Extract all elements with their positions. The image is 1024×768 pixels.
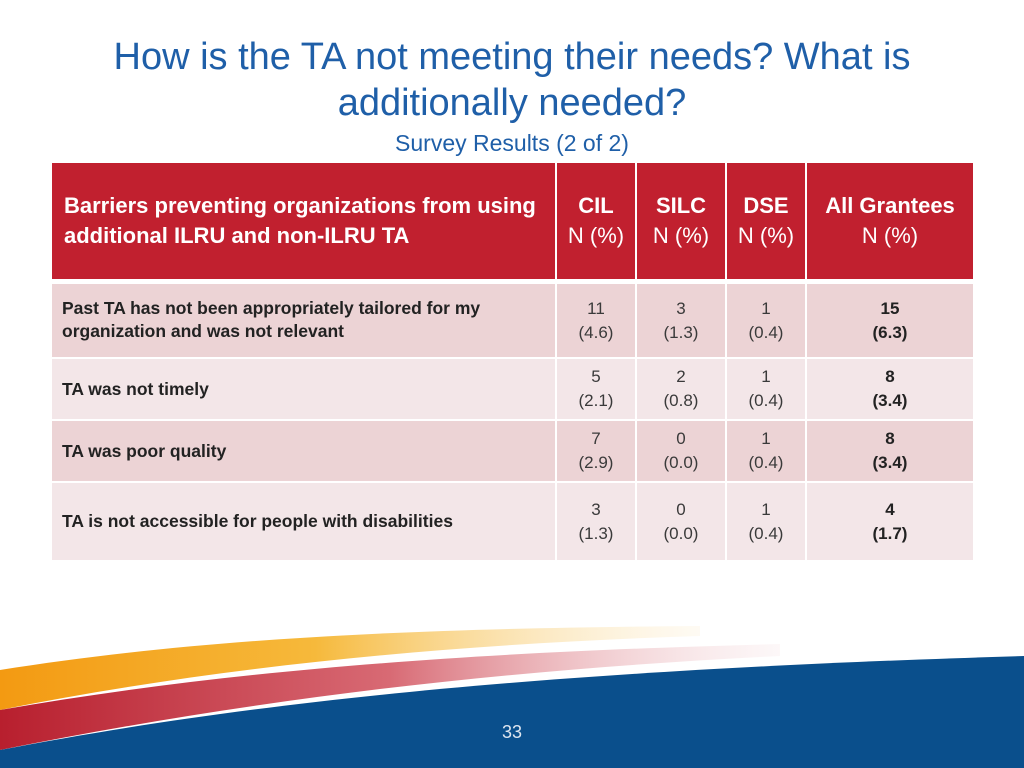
swoosh-orange xyxy=(0,626,700,710)
cell-percent: (2.9) xyxy=(578,453,614,472)
cell-all-grantees: 8 (3.4) xyxy=(806,420,973,483)
cell-percent: (0.4) xyxy=(748,453,784,472)
header-all-grantees-label: All Grantees xyxy=(825,192,955,218)
row-label: TA is not accessible for people with dis… xyxy=(52,482,557,562)
swoosh-red xyxy=(0,644,780,750)
cell-count: 0 xyxy=(676,429,686,448)
header-silc-unit: N (%) xyxy=(652,222,710,248)
cell-count: 1 xyxy=(761,499,771,519)
cell-dse: 1 (0.4) xyxy=(726,482,807,562)
header-barriers-label: Barriers preventing organizations from u… xyxy=(64,192,536,248)
cell-silc: 0 (0.0) xyxy=(636,482,727,562)
cell-percent: (0.4) xyxy=(748,523,784,543)
table-row: Past TA has not been appropriately tailo… xyxy=(52,281,973,359)
cell-percent: (0.8) xyxy=(663,391,699,410)
cell-percent: (2.1) xyxy=(578,391,614,410)
cell-count: 2 xyxy=(676,367,686,386)
cell-cil: 5 (2.1) xyxy=(556,358,637,421)
header-all-grantees-unit: N (%) xyxy=(861,222,919,248)
cell-count: 5 xyxy=(591,367,601,386)
cell-percent: (3.4) xyxy=(872,453,908,472)
cell-percent: (1.7) xyxy=(872,523,908,543)
table-row: TA was not timely 5 (2.1) 2 (0.8) 1 (0.4) 8… xyxy=(52,358,973,421)
cell-percent: (1.3) xyxy=(663,322,699,342)
cell-percent: (0.0) xyxy=(663,453,699,472)
table-header-row: Barriers preventing organizations from u… xyxy=(52,163,973,284)
cell-silc: 0 (0.0) xyxy=(636,420,727,483)
header-dse-unit: N (%) xyxy=(737,222,795,248)
slide-title: How is the TA not meeting their needs? W… xyxy=(113,36,911,124)
cell-dse: 1 (0.4) xyxy=(726,420,807,483)
header-all-grantees: All Grantees N (%) xyxy=(806,163,973,284)
page-number: 33 xyxy=(501,722,523,742)
cell-dse: 1 (0.4) xyxy=(726,281,807,359)
cell-count: 3 xyxy=(676,298,686,318)
cell-all-grantees: 15 (6.3) xyxy=(806,281,973,359)
cell-cil: 7 (2.9) xyxy=(556,420,637,483)
survey-results-table: Barriers preventing organizations from u… xyxy=(52,163,973,562)
cell-all-grantees: 4 (1.7) xyxy=(806,482,973,562)
cell-cil: 3 (1.3) xyxy=(556,482,637,562)
cell-percent: (0.4) xyxy=(748,322,784,342)
decorative-swoosh xyxy=(0,626,1024,768)
cell-count: 8 xyxy=(885,367,895,386)
cell-count: 11 xyxy=(587,298,605,318)
row-label: TA was not timely xyxy=(52,358,557,421)
cell-silc: 3 (1.3) xyxy=(636,281,727,359)
table-row: TA is not accessible for people with dis… xyxy=(52,482,973,562)
cell-percent: (1.3) xyxy=(578,523,614,543)
table-row: TA was poor quality 7 (2.9) 0 (0.0) 1 (0.4)… xyxy=(52,420,973,483)
cell-percent: (0.0) xyxy=(663,523,699,543)
cell-percent: (0.4) xyxy=(748,391,784,410)
cell-percent: (4.6) xyxy=(578,322,614,342)
cell-count: 4 xyxy=(885,499,895,519)
header-cil-unit: N (%) xyxy=(567,222,625,248)
header-cil: CIL N (%) xyxy=(556,163,637,284)
row-label: TA was poor quality xyxy=(52,420,557,483)
cell-percent: (6.3) xyxy=(872,322,908,342)
cell-dse: 1 (0.4) xyxy=(726,358,807,421)
header-barriers: Barriers preventing organizations from u… xyxy=(52,163,557,284)
cell-all-grantees: 8 (3.4) xyxy=(806,358,973,421)
cell-count: 3 xyxy=(591,499,601,519)
cell-silc: 2 (0.8) xyxy=(636,358,727,421)
header-silc-label: SILC xyxy=(655,192,707,218)
swoosh-blue xyxy=(0,656,1024,768)
cell-count: 1 xyxy=(761,429,771,448)
row-label: Past TA has not been appropriately tailo… xyxy=(52,281,557,359)
cell-count: 7 xyxy=(591,429,601,448)
header-dse: DSE N (%) xyxy=(726,163,807,284)
cell-count: 8 xyxy=(885,429,895,448)
cell-cil: 11 (4.6) xyxy=(556,281,637,359)
cell-count: 0 xyxy=(676,499,686,519)
cell-count: 1 xyxy=(761,298,771,318)
header-dse-label: DSE xyxy=(743,192,789,218)
slide-subtitle: Survey Results (2 of 2) xyxy=(395,130,629,156)
cell-count: 1 xyxy=(761,367,771,386)
header-cil-label: CIL xyxy=(578,192,614,218)
cell-count: 15 xyxy=(880,298,900,318)
cell-percent: (3.4) xyxy=(872,391,908,410)
header-silc: SILC N (%) xyxy=(636,163,727,284)
